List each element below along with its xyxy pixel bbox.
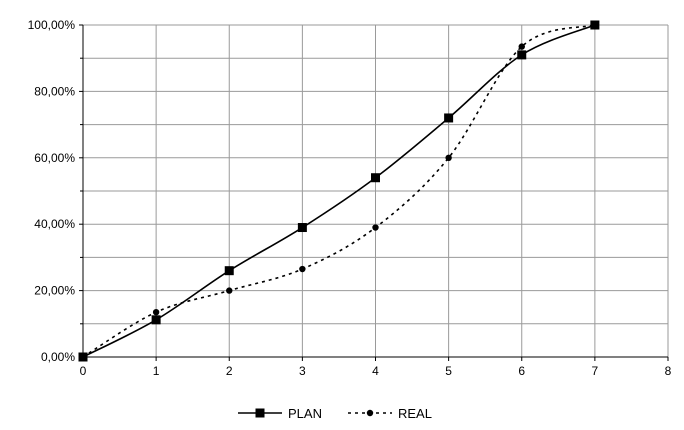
- data-point-plan: [371, 173, 380, 183]
- y-tick-label: 80,00%: [34, 84, 75, 98]
- x-tick-label: 8: [665, 364, 672, 378]
- x-tick-label: 2: [226, 364, 233, 378]
- data-point-plan: [444, 113, 454, 123]
- x-tick-label: 6: [518, 364, 525, 378]
- data-point-plan: [297, 223, 307, 233]
- data-point-real: [226, 287, 233, 294]
- legend-marker-real: [366, 409, 374, 417]
- x-tick-label: 5: [445, 364, 452, 378]
- x-tick-label: 0: [80, 364, 87, 378]
- legend: PLAN REAL: [238, 406, 432, 421]
- series-lines: [82, 24, 596, 358]
- data-point-plan: [151, 315, 161, 325]
- legend-marker-plan: [255, 408, 265, 418]
- series-line-plan: [82, 24, 596, 358]
- y-tick-label: 100,00%: [28, 18, 76, 32]
- series-line-real: [82, 24, 596, 358]
- x-tick-label: 7: [592, 364, 599, 378]
- y-tick-label: 0,00%: [41, 350, 75, 364]
- grid: [83, 24, 669, 357]
- data-point-real: [518, 43, 525, 50]
- legend-item-real: REAL: [348, 406, 432, 421]
- y-tick-label: 40,00%: [34, 217, 75, 231]
- legend-label-plan: PLAN: [288, 406, 322, 421]
- x-tick-label: 1: [153, 364, 160, 378]
- legend-label-real: REAL: [398, 406, 432, 421]
- data-point-plan: [224, 266, 234, 276]
- y-tick-label: 20,00%: [34, 284, 75, 298]
- series-markers: [78, 20, 600, 362]
- legend-item-plan: PLAN: [238, 406, 322, 421]
- axes: [79, 24, 669, 361]
- data-point-plan: [517, 50, 527, 60]
- data-point-real: [79, 353, 87, 361]
- data-point-real: [591, 21, 599, 29]
- y-tick-label: 60,00%: [34, 151, 75, 165]
- x-tick-label: 4: [372, 364, 379, 378]
- tick-labels: 0,00% 20,00% 40,00% 60,00% 80,00% 100,00% 0 1 2 3…: [28, 18, 672, 378]
- data-point-real: [152, 308, 160, 316]
- data-point-real: [445, 154, 452, 161]
- data-point-real: [299, 265, 306, 273]
- x-tick-label: 3: [299, 364, 306, 378]
- data-point-real: [372, 224, 379, 231]
